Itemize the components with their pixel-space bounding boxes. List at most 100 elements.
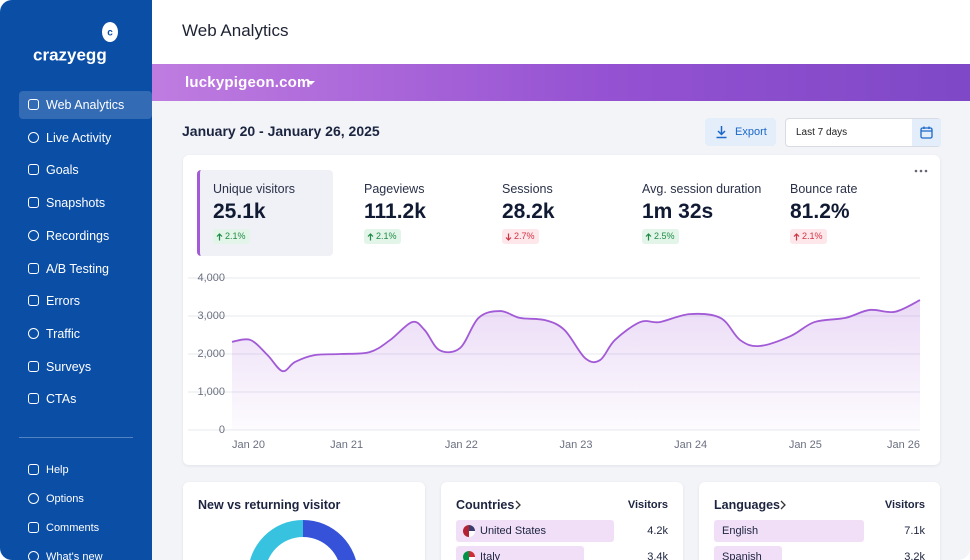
- metric-tab[interactable]: Avg. session duration 1m 32s 2.5%: [629, 170, 762, 256]
- metric-label: Avg. session duration: [642, 182, 762, 196]
- nav-icon: [28, 393, 39, 405]
- metric-label: Bounce rate: [790, 182, 858, 196]
- nav-icon: [28, 164, 39, 176]
- nav-label: CTAs: [46, 392, 77, 407]
- nav-icon: [28, 131, 39, 143]
- change-badge: 2.7%: [502, 229, 539, 244]
- nav-label: Web Analytics: [46, 98, 125, 112]
- nav-item[interactable]: CTAs: [19, 385, 152, 413]
- nav-icon: [28, 295, 39, 307]
- change-badge: 2.1%: [790, 229, 827, 244]
- site-selector[interactable]: luckypigeon.com: [185, 74, 311, 91]
- chevron: [780, 500, 786, 510]
- flag-left: [463, 525, 469, 537]
- value-bar: [714, 546, 782, 560]
- nav-label: Goals: [46, 163, 79, 178]
- nav-label: Errors: [46, 294, 81, 309]
- arrow-shape: [793, 232, 800, 240]
- period-label: Last 7 days: [796, 127, 848, 138]
- nav-icon: [28, 262, 39, 274]
- panel-title[interactable]: Languages: [714, 498, 780, 512]
- nav-item[interactable]: Recordings: [19, 222, 152, 250]
- metric-value: 81.2%: [790, 200, 850, 223]
- arrow-shape: [216, 232, 223, 240]
- export-button[interactable]: Export: [705, 118, 776, 146]
- metric-value: 111.2k: [364, 200, 426, 223]
- change-value: 2.7%: [514, 231, 535, 241]
- site-bar: luckypigeon.com: [152, 64, 970, 101]
- metric-tab[interactable]: Pageviews 111.2k 2.1%: [351, 170, 471, 256]
- logo-egg: [102, 22, 118, 42]
- sidebar: c crazyegg Web Analytics Live Activity Goa…: [0, 0, 152, 560]
- nav-label: Snapshots: [46, 196, 106, 211]
- nav-label: Options: [46, 493, 84, 505]
- chevron: [515, 500, 521, 510]
- countries-card: Countries Visitors United States 4.2k Ital…: [441, 482, 683, 560]
- visitor-type-card: New vs returning visitor: [183, 482, 425, 560]
- nav-label: A/B Testing: [46, 261, 110, 276]
- nav-item[interactable]: A/B Testing: [19, 255, 152, 283]
- metric-tab[interactable]: Bounce rate 81.2% 2.1%: [777, 170, 897, 256]
- change-badge: 2.1%: [213, 229, 250, 244]
- logo: c crazyegg: [33, 22, 118, 64]
- trend-arrow: [505, 233, 512, 241]
- footer-nav-item[interactable]: What's new: [19, 543, 152, 560]
- flag-icon: [463, 551, 475, 560]
- nav-icon: [28, 522, 39, 533]
- calendar-icon: [920, 126, 933, 139]
- nav-item[interactable]: Traffic: [19, 320, 152, 348]
- arrow-shape: [505, 233, 512, 241]
- calendar-button[interactable]: [912, 119, 941, 146]
- change-badge: 2.5%: [642, 229, 679, 244]
- metric-value: 1m 32s: [642, 200, 714, 223]
- value-bar: [714, 520, 864, 542]
- period-select[interactable]: Last 7 days: [785, 118, 941, 147]
- row-label: Spanish: [722, 551, 762, 560]
- trend-arrow: [645, 232, 652, 240]
- nav-label: Recordings: [46, 228, 110, 243]
- row-value: 3.4k: [647, 551, 668, 560]
- metric-value: 28.2k: [502, 200, 555, 223]
- flag-right: [469, 551, 475, 557]
- nav-item[interactable]: Errors: [19, 287, 152, 315]
- metric-tab[interactable]: Sessions 28.2k 2.7%: [489, 170, 609, 256]
- arrow-shape: [645, 232, 652, 240]
- nav-label: Surveys: [46, 359, 92, 374]
- footer-nav-item[interactable]: Comments: [19, 514, 152, 542]
- nav-label: Traffic: [46, 326, 81, 341]
- change-value: 2.1%: [225, 231, 246, 241]
- nav-item[interactable]: Web Analytics: [19, 91, 152, 119]
- logo-text: crazyegg: [33, 45, 107, 64]
- nav-label: Help: [46, 464, 69, 476]
- download-icon: [716, 126, 727, 139]
- nav-icon: [28, 551, 39, 560]
- value-bar: [456, 520, 614, 542]
- nav-icon: [28, 493, 39, 504]
- row-value: 7.1k: [904, 525, 925, 537]
- nav-item[interactable]: Surveys: [19, 353, 152, 381]
- flag-right: [469, 525, 475, 531]
- nav-item[interactable]: Snapshots: [19, 189, 152, 217]
- trend-arrow: [216, 232, 223, 240]
- nav-item[interactable]: Goals: [19, 156, 152, 184]
- nav-label: Live Activity: [46, 130, 112, 145]
- footer-nav-item[interactable]: Options: [19, 485, 152, 513]
- date-range: January 20 - January 26, 2025: [182, 123, 380, 139]
- trend-arrow: [367, 232, 374, 240]
- footer-nav-item[interactable]: Help: [19, 456, 152, 484]
- metric-value: 25.1k: [213, 200, 266, 223]
- header: Web Analytics: [152, 0, 970, 64]
- more-menu[interactable]: [914, 168, 930, 174]
- panel-title: New vs returning visitor: [198, 498, 341, 512]
- row-label: United States: [480, 525, 547, 537]
- metric-tab[interactable]: Unique visitors 25.1k 2.1%: [197, 170, 333, 256]
- nav-item[interactable]: Live Activity: [19, 124, 152, 152]
- value-bar: [456, 546, 584, 560]
- panel-title[interactable]: Countries: [456, 498, 515, 512]
- logo-mark: c: [107, 28, 113, 39]
- flag-left: [463, 551, 469, 560]
- nav-icon: [28, 360, 39, 372]
- flag-icon: [463, 525, 475, 537]
- nav-icon: [28, 229, 39, 241]
